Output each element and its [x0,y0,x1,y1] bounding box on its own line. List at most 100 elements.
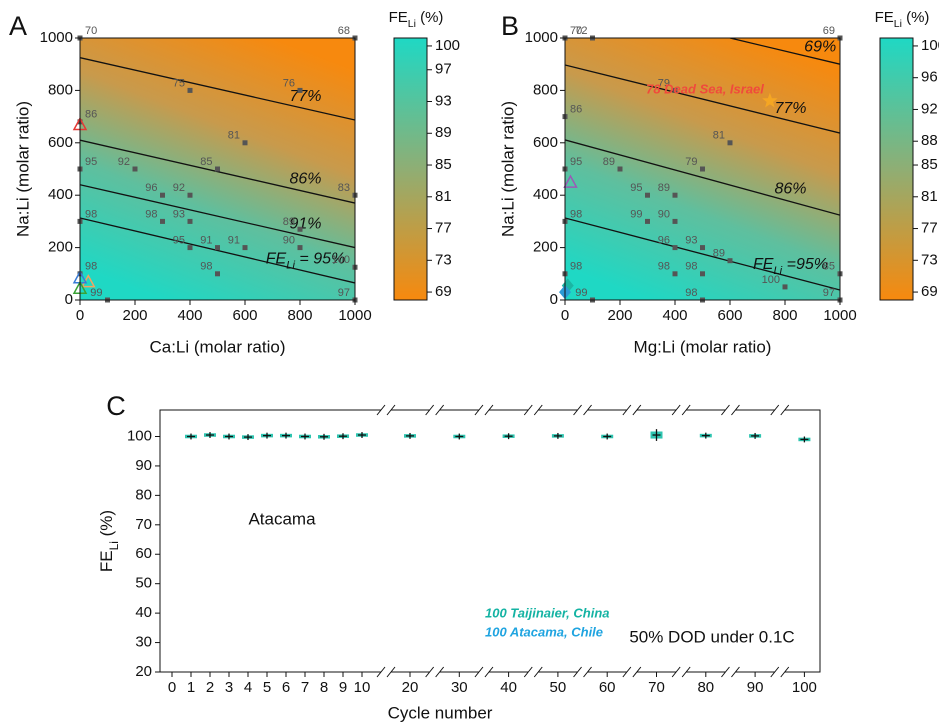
y-tick-label: 200 [533,239,558,256]
contour-label-sub: Li [773,265,782,277]
axis-break [425,666,435,678]
axis-break-gap [676,408,687,412]
point-label: 98 [85,208,97,220]
contour-line [729,38,840,65]
contour-label: 86% [774,181,806,198]
data-point [160,218,165,224]
colorbar-tick-label: 88 [921,132,938,149]
point-label: 92 [173,182,185,194]
data-point [672,192,678,198]
colorbar [879,37,914,301]
axis-break [780,404,790,416]
x-tick-label: 200 [607,307,632,324]
point-label: 91 [228,235,240,247]
y-tick-label: 1000 [40,29,73,46]
y-tick-label: 400 [533,186,558,203]
axis-break-gap [577,408,588,412]
point-label: 90 [283,235,295,247]
axis-break [484,404,494,416]
point-label: 79 [658,77,670,89]
axis-break [533,666,543,678]
point-label: 89 [658,182,670,194]
colorbar-tick-label: 92 [921,100,938,117]
axis-break-gap [774,408,785,412]
colorbar-tick-label: 85 [921,156,938,173]
axis-break [731,666,740,678]
colorbar-tick-label: 73 [435,251,452,268]
axis-break-gap [725,408,736,412]
colorbar-tick-label: 81 [921,188,938,205]
data-point [727,140,733,146]
colorbar-tick-label: 85 [435,156,452,173]
panel-letter: C [106,391,126,421]
point-label: 98 [570,261,582,273]
axis-break-gap [429,408,440,412]
point-label: 100 [762,274,780,286]
point-label: 96 [658,235,670,247]
data-point [700,166,705,172]
contour-label-main: FE [753,256,774,273]
data-point [242,245,248,251]
contour-line [565,139,840,216]
y-tick-label: 0 [65,291,73,308]
colorbar-tick-label: 93 [435,92,452,109]
point-label: 98 [200,261,212,273]
data-point [617,166,623,172]
point-label: 68 [338,25,350,37]
axis-break [533,404,543,416]
y-tick-label: 40 [135,604,152,621]
axis-break [573,666,582,678]
data-point [727,258,733,264]
axis-break [632,666,642,678]
axis-break-gap [528,408,539,412]
data-point [297,87,303,93]
contour-label: 77% [774,100,806,117]
axis-break-gap [774,670,785,674]
y-tick-label: 30 [135,634,152,651]
y-tick-label: 60 [135,545,152,562]
point-label: 96 [145,182,157,194]
axis-break-gap [429,670,440,674]
colorbar-title-unit: (%) [902,9,930,26]
contour-label-text: 91% [289,216,321,233]
axis-break [721,404,730,416]
data-point [215,166,220,172]
x-tick-label: 10 [354,679,371,696]
data-point [160,192,165,198]
point-label: 89 [283,216,295,228]
point-label: 95 [630,182,642,194]
axis-break-gap [577,670,588,674]
axis-break [474,404,484,416]
contour-label-text: 86% [289,171,321,188]
y-tick-label: 800 [533,81,558,98]
point-label: 69 [823,25,835,37]
plot-frame [564,37,841,301]
y-tick-label: 400 [48,186,73,203]
axis-break-gap [626,408,637,412]
annotation: 50% DOD under 0.1C [629,627,794,646]
x-tick-label: 800 [287,307,312,324]
axis-break-gap [478,670,489,674]
data-point [297,226,303,232]
data-point [215,245,220,251]
axis-break [681,666,691,678]
contour-label-main: FE [266,250,287,267]
point-label: 97 [338,287,350,299]
point-label: 100 [332,254,350,266]
data-point [187,192,193,198]
y-axis-label-unit: (%) [97,510,116,541]
x-tick-label: 200 [122,307,147,324]
point-label: 86 [85,109,97,121]
panel-letter: A [9,11,27,41]
point-label: 98 [145,208,157,220]
axis-break [376,666,386,678]
point-label: 98 [85,261,97,273]
data-point [645,192,650,198]
x-tick-label: 0 [561,307,569,324]
point-label: 98 [685,261,697,273]
axis-break [780,666,790,678]
point-label: 90 [658,208,670,220]
data-point [700,271,705,277]
axis-break-gap [381,670,391,674]
colorbar-tick-label: 73 [921,251,938,268]
